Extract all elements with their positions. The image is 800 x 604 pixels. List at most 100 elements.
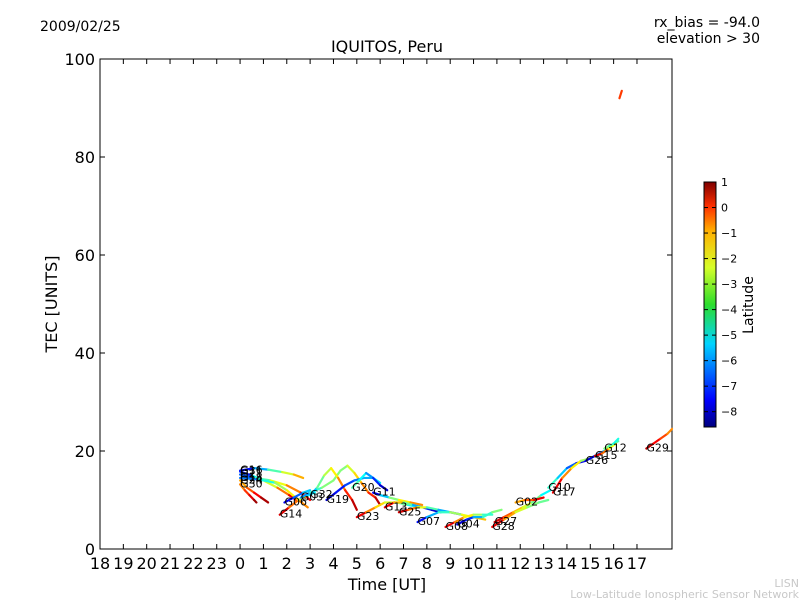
series-segment	[540, 489, 552, 497]
series-label: G16	[240, 464, 263, 477]
series-g08	[444, 513, 494, 529]
series-segment	[416, 516, 428, 524]
colorbar-tick-label: −2	[721, 253, 737, 266]
series-label: G15	[595, 449, 618, 462]
series-segment	[297, 498, 309, 509]
series-segment	[372, 491, 382, 497]
series-segment	[346, 464, 356, 475]
x-axis-label: Time [UT]	[347, 575, 426, 594]
plot-area	[99, 58, 673, 550]
colorbar-tick-label: −8	[721, 406, 737, 419]
series-segment	[339, 464, 349, 472]
series-g24	[238, 479, 270, 504]
series-segment	[502, 511, 515, 519]
series-segment	[252, 491, 263, 499]
series-segment	[618, 89, 623, 100]
series-segment	[285, 484, 302, 494]
series-segment	[526, 501, 541, 509]
series-g30	[238, 483, 258, 504]
series-segment	[259, 496, 270, 504]
series-segment	[238, 473, 256, 480]
x-tick-label: 3	[305, 554, 315, 573]
series-segment	[360, 481, 370, 494]
series-segment	[379, 494, 391, 499]
x-tick-label: 7	[398, 554, 408, 573]
series-segment	[288, 498, 300, 509]
series-segment	[238, 470, 253, 477]
series-label: G24	[240, 473, 263, 486]
y-tick-label: 40	[75, 344, 95, 363]
series-segment	[351, 498, 358, 511]
series-segment	[276, 486, 291, 497]
series-segment	[374, 501, 386, 509]
series-label: G17	[553, 486, 576, 499]
series-segment	[659, 432, 669, 440]
x-tick-label: 8	[422, 554, 432, 573]
series-segment	[274, 481, 288, 492]
x-tick-label: 14	[557, 554, 577, 573]
x-tick-label: 6	[375, 554, 385, 573]
series-label: G25	[399, 505, 422, 518]
series-segment	[425, 511, 440, 519]
y-tick-label: 20	[75, 442, 95, 461]
series-segment	[407, 506, 419, 511]
series-label: G11	[373, 486, 396, 499]
x-tick-label: 11	[487, 554, 507, 573]
series-label: G26	[586, 454, 609, 467]
series-segment	[388, 496, 400, 502]
series-segment	[344, 479, 356, 487]
series-g11	[372, 491, 424, 506]
series-segment	[316, 474, 326, 489]
series-segment	[593, 452, 604, 457]
series-segment	[252, 467, 270, 471]
colorbar-tick-label: 1	[721, 176, 728, 189]
y-tick-label: 60	[75, 246, 95, 265]
x-tick-label: 0	[235, 554, 245, 573]
series-segment	[309, 486, 319, 497]
series-segment	[521, 501, 534, 509]
colorbar-label: Latitude	[741, 276, 757, 334]
series-segment	[607, 442, 618, 450]
colorbar-tick-label: 0	[721, 202, 728, 215]
x-tick-label: 13	[533, 554, 553, 573]
series-g29	[645, 427, 674, 450]
series-segment	[379, 484, 389, 492]
series-segment	[514, 506, 529, 514]
series-segment	[551, 476, 564, 494]
series-segment	[444, 520, 456, 529]
series-segment	[269, 479, 288, 487]
series-segment	[556, 467, 569, 480]
series-g18	[238, 476, 309, 509]
series-segment	[353, 471, 363, 484]
series-segment	[245, 486, 256, 494]
series-label: G14	[280, 508, 303, 521]
series-label: G12	[604, 442, 627, 455]
rx-bias-label: rx_bias = -94.0	[654, 15, 760, 31]
series-segment	[257, 478, 277, 484]
series-segment	[358, 471, 368, 482]
date-label: 2009/02/25	[40, 19, 121, 35]
series-segment	[383, 501, 396, 509]
series-segment	[402, 501, 414, 506]
series-segment	[299, 491, 312, 499]
colorbar-tick-label: −7	[721, 380, 737, 393]
series-label: G03	[301, 491, 324, 504]
colorbar-ticks: 1 0 −1 −2 −3 −4 −5 −6 −7 −8	[704, 176, 737, 419]
series-unlabeled	[618, 89, 623, 100]
series-segment	[491, 518, 506, 529]
series-g32	[309, 467, 358, 511]
series-segment	[320, 479, 335, 489]
series-segment	[652, 437, 662, 445]
series-g12	[603, 437, 620, 450]
series-segment	[278, 506, 291, 516]
series-segment	[372, 476, 382, 487]
series-segment	[243, 489, 251, 497]
series-segment	[465, 516, 475, 521]
x-tick-label: 19	[113, 554, 133, 573]
x-tick-label: 9	[445, 554, 455, 573]
series-segment	[570, 459, 583, 470]
x-tick-label: 2	[282, 554, 292, 573]
series-segment	[355, 511, 368, 519]
colorbar-tick-label: −3	[721, 278, 737, 291]
